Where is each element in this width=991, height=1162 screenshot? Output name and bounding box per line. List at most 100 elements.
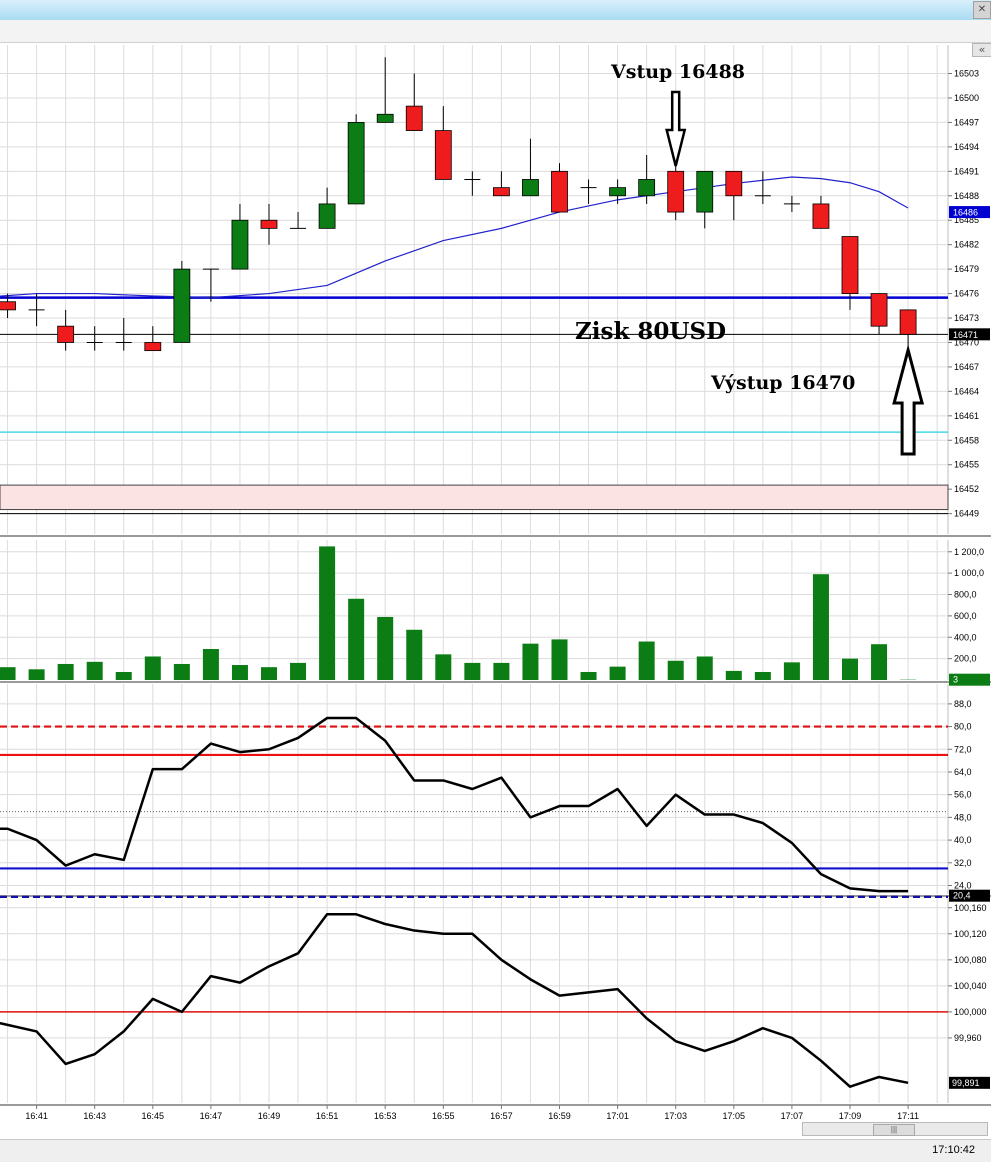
volume-bar [232,665,248,680]
ratio-tick-label: 100,080 [954,955,987,965]
volume-bar [552,639,568,680]
volume-bar [813,574,829,680]
entry-annotation: Vstup 16488 [610,61,745,83]
volume-bar [29,669,45,680]
ratio-badge-label: 99,891 [952,1078,980,1088]
price-tick-label: 16476 [954,289,979,299]
oscillator-tick-label: 56,0 [954,790,972,800]
status-bar: 17:10:42 [0,1139,991,1162]
volume-tick-label: 1 000,0 [954,568,984,578]
price-tick-label: 16497 [954,117,979,127]
candle-body [639,179,655,195]
candle-body [726,171,742,195]
price-tick-label: 16479 [954,264,979,274]
volume-tick-label: 600,0 [954,611,977,621]
time-tick-label: 17:09 [839,1111,862,1121]
candle-body [522,179,538,195]
candle-body [58,326,74,342]
time-tick-label: 16:49 [258,1111,281,1121]
volume-tick-label: 1 200,0 [954,547,984,557]
candle-body [813,204,829,228]
oscillator-tick-label: 48,0 [954,812,972,822]
oscillator-tick-label: 72,0 [954,744,972,754]
price-tick-label: 16464 [954,386,979,396]
volume-bar [435,654,451,680]
support-zone [0,485,948,509]
time-tick-label: 16:51 [316,1111,339,1121]
candle-body [377,114,393,122]
volume-bar [871,644,887,680]
time-tick-label: 16:47 [200,1111,223,1121]
oscillator-badge-label: 20,4 [953,891,971,901]
volume-bar [755,672,771,680]
ratio-line [0,914,908,1086]
time-tick-label: 17:01 [606,1111,629,1121]
volume-bar [493,663,509,680]
candle-body [145,342,161,350]
price-tick-label: 16500 [954,93,979,103]
candle-body [493,188,509,196]
time-tick-label: 16:57 [490,1111,513,1121]
candle-body [0,302,16,310]
time-tick-label: 16:41 [25,1111,48,1121]
candle-body [261,220,277,228]
exit-annotation: Výstup 16470 [710,372,855,394]
oscillator-tick-label: 40,0 [954,835,972,845]
candle-body [697,171,713,212]
price-tick-label: 16473 [954,313,979,323]
price-tick-label: 16467 [954,362,979,372]
price-tick-label: 16455 [954,460,979,470]
ratio-tick-label: 100,160 [954,903,987,913]
candle-body [552,171,568,212]
price-tick-label: 16458 [954,435,979,445]
price-badge-label: 16471 [953,330,978,340]
volume-bar [842,659,858,680]
volume-bar [377,617,393,680]
price-tick-label: 16461 [954,411,979,421]
volume-bar [116,672,132,680]
volume-bar [319,546,335,680]
price-tick-label: 16503 [954,69,979,79]
candle-body [435,131,451,180]
price-tick-label: 16449 [954,509,979,519]
candle-body [871,294,887,327]
entry-arrow-icon [667,92,685,166]
oscillator-tick-label: 32,0 [954,858,972,868]
volume-bar [522,644,538,680]
volume-bar [464,663,480,680]
oscillator-line [0,718,908,891]
oscillator-tick-label: 24,0 [954,880,972,890]
time-tick-label: 17:11 [897,1111,919,1121]
status-clock: 17:10:42 [932,1144,975,1156]
time-tick-label: 16:53 [374,1111,397,1121]
ratio-tick-label: 100,000 [954,1007,987,1017]
candle-body [610,188,626,196]
time-tick-label: 16:43 [83,1111,106,1121]
candle-body [900,310,916,334]
horizontal-scrollbar[interactable]: ||| [802,1122,988,1136]
candle-body [348,122,364,204]
time-tick-label: 16:45 [142,1111,165,1121]
candle-body [668,171,684,212]
volume-bar [348,599,364,680]
volume-bar [87,662,103,680]
oscillator-tick-label: 88,0 [954,699,972,709]
price-tick-label: 16488 [954,191,979,201]
time-tick-label: 17:07 [781,1111,804,1121]
time-tick-label: 17:03 [664,1111,687,1121]
price-tick-label: 16482 [954,240,979,250]
volume-bar [639,642,655,680]
volume-tick-label: 400,0 [954,632,977,642]
ratio-tick-label: 99,960 [954,1033,982,1043]
oscillator-tick-label: 80,0 [954,722,972,732]
volume-bar [697,656,713,680]
volume-bar [58,664,74,680]
volume-bar [203,649,219,680]
scrollbar-thumb[interactable]: ||| [873,1124,915,1136]
ratio-tick-label: 100,120 [954,929,987,939]
volume-bar [784,662,800,680]
price-tick-label: 16494 [954,142,979,152]
moving-average-line [0,177,908,298]
time-tick-label: 16:59 [548,1111,571,1121]
